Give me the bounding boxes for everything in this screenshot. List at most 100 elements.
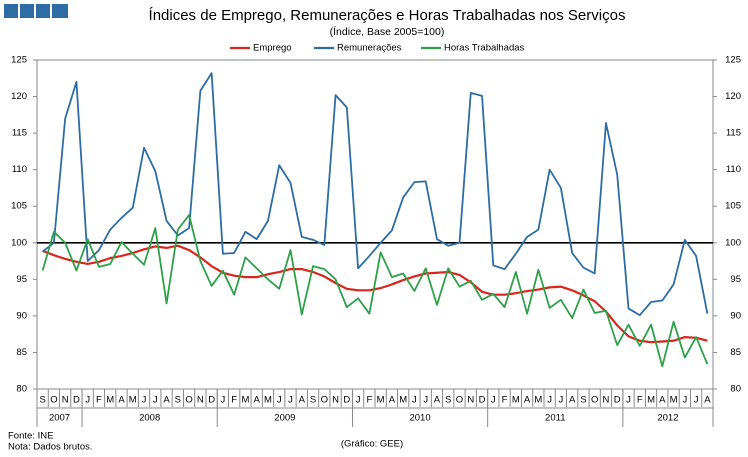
x-tick-label: M	[241, 395, 249, 406]
x-tick-label: S	[445, 395, 451, 406]
x-tick-label: J	[153, 395, 158, 406]
x-tick-label: D	[208, 395, 215, 406]
y-tick-label: 100	[11, 237, 27, 248]
x-tick-label: A	[118, 395, 125, 406]
x-tick-label: J	[694, 395, 699, 406]
series-line	[42, 72, 709, 317]
series-line	[42, 244, 708, 344]
x-tick-label: N	[332, 395, 339, 406]
x-tick-label: J	[277, 395, 282, 406]
x-tick-label: F	[637, 395, 643, 406]
x-tick-label: J	[559, 395, 564, 406]
x-tick-label: J	[288, 395, 293, 406]
x-tick-label: M	[399, 395, 407, 406]
x-tick-label: S	[580, 395, 586, 406]
x-tick-label: D	[479, 395, 486, 406]
year-label: 2007	[49, 413, 70, 424]
x-tick-label: J	[412, 395, 417, 406]
x-tick-label: J	[626, 395, 631, 406]
x-tick-label: D	[343, 395, 350, 406]
x-tick-label: M	[377, 395, 385, 406]
x-tick-label: F	[96, 395, 102, 406]
y2-tick-label: 85	[730, 347, 741, 358]
x-tick-label: M	[534, 395, 542, 406]
x-tick-label: J	[356, 395, 361, 406]
logo-block	[52, 4, 68, 18]
year-label: 2010	[409, 413, 430, 424]
x-tick-label: N	[62, 395, 69, 406]
legend-label: Horas Trabalhadas	[444, 43, 525, 54]
x-tick-label: F	[502, 395, 508, 406]
x-tick-label: S	[310, 395, 316, 406]
plot-frame	[36, 59, 714, 390]
x-tick-label: J	[491, 395, 496, 406]
x-tick-label: O	[50, 395, 57, 406]
x-tick-label: O	[591, 395, 598, 406]
x-tick-label: A	[299, 395, 306, 406]
x-tick-label: J	[221, 395, 226, 406]
logo-block	[20, 4, 34, 18]
x-tick-label: J	[423, 395, 428, 406]
year-label: 2012	[657, 413, 678, 424]
y2-tick-label: 105	[725, 201, 741, 212]
source: Fonte: INE	[8, 431, 53, 442]
x-tick-label: A	[163, 395, 170, 406]
chart-title: Índices de Emprego, Remunerações e Horas…	[149, 7, 626, 24]
y2-tick-label: 120	[725, 91, 741, 102]
x-tick-label: A	[434, 395, 441, 406]
x-tick-label: N	[467, 395, 474, 406]
year-label: 2009	[274, 413, 295, 424]
logo-block	[4, 4, 18, 18]
x-tick-label: F	[231, 395, 237, 406]
x-tick-label: A	[704, 395, 711, 406]
year-label: 2008	[139, 413, 160, 424]
y-tick-label: 80	[16, 384, 27, 395]
y-tick-label: 105	[11, 201, 27, 212]
x-tick-label: S	[39, 395, 45, 406]
x-tick-label: M	[106, 395, 114, 406]
x-tick-label: A	[389, 395, 396, 406]
x-tick-label: J	[547, 395, 552, 406]
x-tick-label: N	[197, 395, 204, 406]
y2-tick-label: 125	[725, 55, 741, 66]
x-tick-label: M	[264, 395, 272, 406]
x-tick-label: O	[185, 395, 192, 406]
y-tick-label: 95	[16, 274, 27, 285]
x-tick-label: D	[73, 395, 80, 406]
x-tick-label: M	[129, 395, 137, 406]
x-tick-label: D	[614, 395, 621, 406]
chart-subtitle: (Índice, Base 2005=100)	[330, 25, 445, 38]
y-tick-label: 110	[12, 164, 27, 175]
x-tick-label: J	[85, 395, 90, 406]
y2-tick-label: 115	[726, 128, 741, 139]
x-tick-label: O	[456, 395, 463, 406]
legend-label: Emprego	[253, 43, 292, 54]
x-tick-label: O	[321, 395, 328, 406]
y-tick-label: 120	[11, 91, 27, 102]
y-tick-label: 85	[16, 347, 27, 358]
y2-tick-label: 80	[730, 384, 741, 395]
x-tick-label: A	[659, 395, 666, 406]
series-line	[41, 214, 709, 368]
y2-tick-label: 110	[726, 164, 741, 175]
y2-tick-label: 95	[730, 274, 741, 285]
x-tick-label: M	[647, 395, 655, 406]
x-tick-label: N	[603, 395, 610, 406]
x-tick-label: S	[175, 395, 181, 406]
y-tick-label: 125	[11, 55, 27, 66]
x-tick-label: A	[524, 395, 531, 406]
x-tick-label: A	[254, 395, 261, 406]
x-tick-label: J	[142, 395, 147, 406]
y-tick-label: 90	[16, 310, 27, 321]
y-tick-label: 115	[12, 128, 27, 139]
year-label: 2011	[545, 413, 565, 424]
y2-tick-label: 100	[725, 237, 741, 248]
x-tick-label: A	[569, 395, 576, 406]
x-tick-label: M	[512, 395, 520, 406]
x-tick-label: M	[670, 395, 678, 406]
legend-label: Remunerações	[337, 43, 402, 54]
x-tick-label: F	[366, 395, 372, 406]
logo-block	[36, 4, 50, 18]
y2-tick-label: 90	[730, 310, 741, 321]
